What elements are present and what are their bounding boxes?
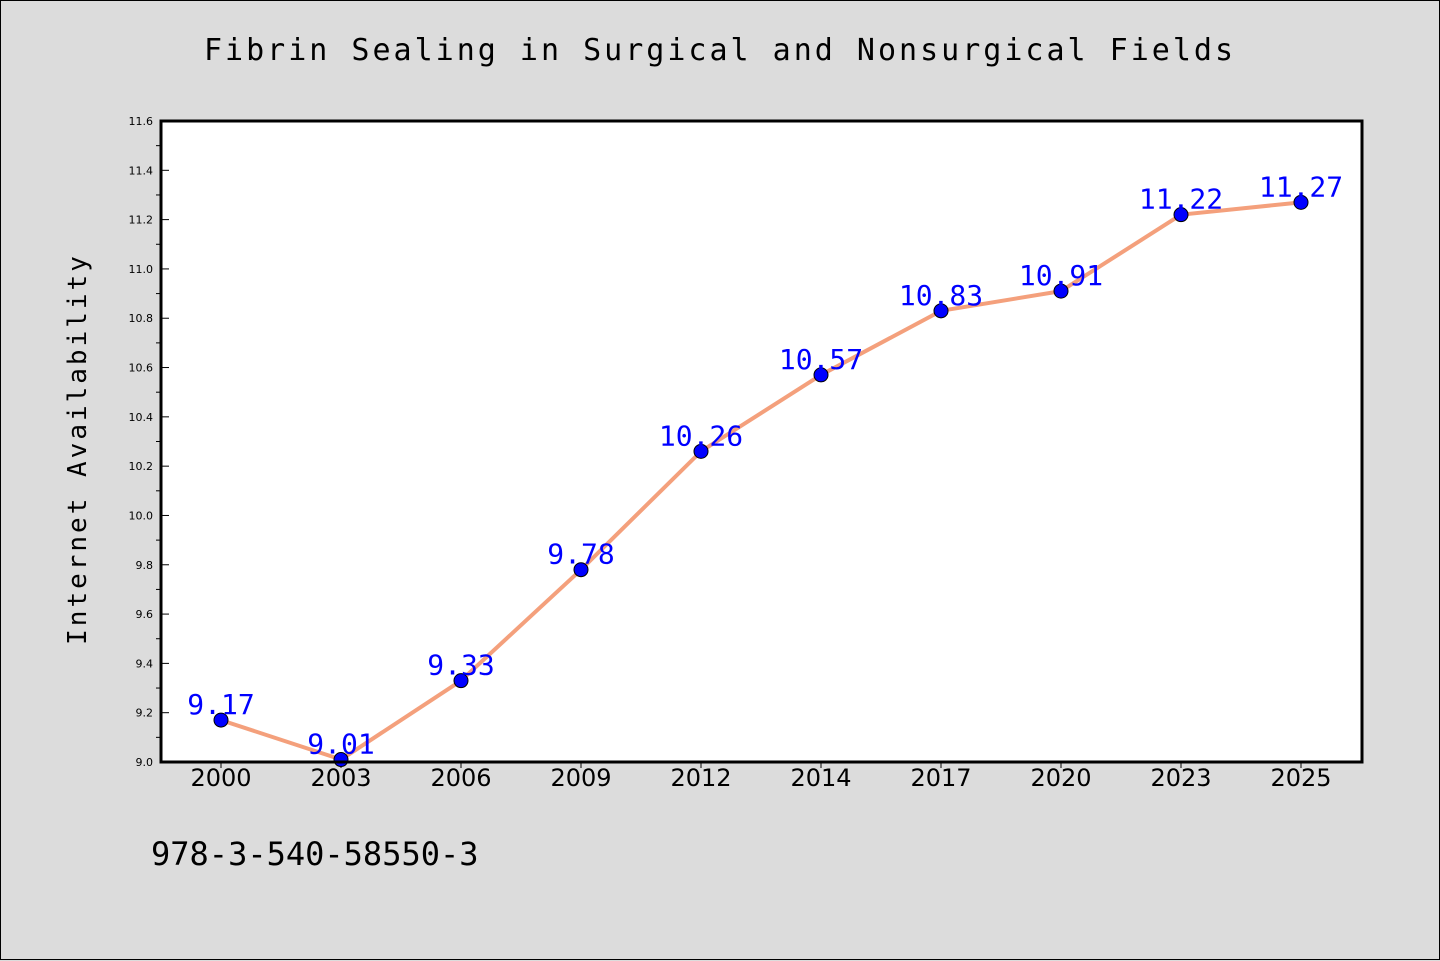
- data-label: 10.26: [659, 419, 743, 452]
- x-tick-label: 2014: [790, 764, 851, 792]
- data-point: [453, 673, 469, 689]
- data-label: 11.22: [1139, 183, 1223, 216]
- data-point: [573, 562, 589, 578]
- footnote: 978-3-540-58550-3: [151, 835, 479, 873]
- y-tick-label: 9.0: [136, 756, 154, 769]
- x-tick-label: 2012: [670, 764, 731, 792]
- data-point: [1053, 283, 1069, 299]
- x-tick-label: 2017: [910, 764, 971, 792]
- y-tick-label: 11.4: [129, 164, 154, 177]
- data-point: [1173, 207, 1189, 223]
- data-label: 10.57: [779, 343, 863, 376]
- series-line: [220, 200, 1302, 762]
- data-label: 11.27: [1259, 170, 1343, 203]
- data-label: 9.78: [547, 538, 614, 571]
- y-tick-label: 9.4: [136, 657, 154, 670]
- data-point: [1293, 194, 1309, 210]
- y-tick-label: 11.0: [129, 263, 154, 276]
- plot-frame: [159, 119, 1364, 764]
- x-tick-label: 2020: [1030, 764, 1091, 792]
- data-label: 9.01: [307, 728, 374, 761]
- data-point: [213, 712, 229, 728]
- y-tick-label: 10.0: [129, 509, 154, 522]
- y-tick-label: 10.6: [129, 362, 154, 375]
- y-tick-label: 10.4: [129, 411, 154, 424]
- x-tick-label: 2023: [1150, 764, 1211, 792]
- y-tick-label: 10.8: [129, 312, 154, 325]
- x-tick-label: 2009: [550, 764, 611, 792]
- data-point: [693, 443, 709, 459]
- x-tick-label: 2025: [1270, 764, 1331, 792]
- x-tick-label: 2003: [310, 764, 371, 792]
- x-tick-label: 2000: [190, 764, 251, 792]
- chart-title: Fibrin Sealing in Surgical and Nonsurgic…: [203, 33, 1236, 68]
- data-label: 10.91: [1019, 259, 1103, 292]
- y-tick-label: 11.6: [129, 115, 154, 128]
- y-tick-label: 9.2: [136, 707, 154, 720]
- data-label: 9.33: [427, 649, 494, 682]
- data-point: [813, 367, 829, 383]
- y-tick-label: 10.2: [129, 460, 154, 473]
- data-label: 10.83: [899, 279, 983, 312]
- y-tick-label: 11.2: [129, 214, 154, 227]
- x-tick-label: 2006: [430, 764, 491, 792]
- y-tick-label: 9.8: [136, 559, 154, 572]
- data-label: 9.17: [187, 688, 254, 721]
- data-point: [933, 303, 949, 319]
- y-tick-label: 9.6: [136, 608, 154, 621]
